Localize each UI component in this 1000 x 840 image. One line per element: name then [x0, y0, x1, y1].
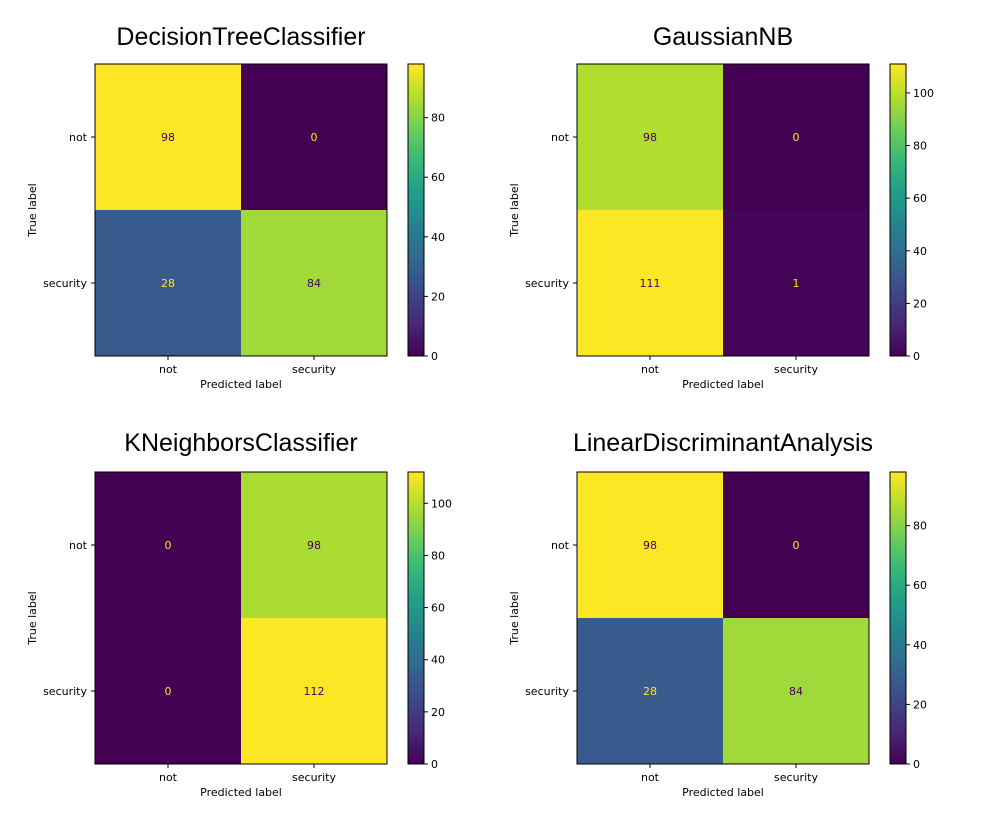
- colorbar-tick-label: 60: [431, 171, 445, 184]
- x-tick-label: not: [159, 363, 178, 376]
- colorbar-tick-label: 0: [431, 758, 438, 771]
- x-tick-label: not: [159, 771, 178, 784]
- y-tick-label: security: [43, 685, 87, 698]
- heatmap-cell: [241, 210, 388, 357]
- cell-value-label: 84: [789, 685, 803, 698]
- colorbar-tick-label: 80: [431, 112, 445, 125]
- cell-value-label: 28: [643, 685, 657, 698]
- confusion-matrix-panel: LinearDiscriminantAnalysis 98 0 28 84 not secu…: [508, 429, 927, 799]
- heatmap-cell: [241, 618, 388, 765]
- axes-frame: [576, 471, 870, 765]
- cell-value-label: 0: [165, 539, 172, 552]
- y-tick-label: security: [525, 685, 569, 698]
- colorbar-tick-label: 80: [913, 140, 927, 153]
- confusion-matrix-panel: KNeighborsClassifier 0 98 0 112 not security no…: [26, 429, 452, 799]
- y-tick-label: not: [551, 131, 570, 144]
- heatmap-cell: [723, 64, 870, 211]
- panel-title: KNeighborsClassifier: [124, 429, 357, 457]
- y-axis-label: True label: [508, 183, 521, 237]
- confusion-matrix-panel: DecisionTreeClassifier 98 0 28 84 not security…: [26, 23, 445, 391]
- heatmap-cell: [577, 64, 724, 211]
- y-tick-label: not: [69, 539, 88, 552]
- colorbar-tick-label: 20: [913, 698, 927, 711]
- heatmap-cell: [577, 210, 724, 357]
- heatmap-cell: [241, 472, 388, 619]
- axes-frame: [576, 63, 870, 357]
- colorbar-tick-label: 80: [913, 520, 927, 533]
- cell-value-label: 84: [307, 277, 321, 290]
- panel-title: GaussianNB: [653, 23, 793, 51]
- heatmap-cell: [95, 618, 242, 765]
- x-tick-label: not: [641, 771, 660, 784]
- colorbar-tick-label: 100: [913, 87, 934, 100]
- x-axis-label: Predicted label: [682, 378, 764, 391]
- x-tick-label: security: [774, 363, 818, 376]
- heatmap-cell: [723, 210, 870, 357]
- x-tick-label: security: [774, 771, 818, 784]
- colorbar-tick-label: 20: [431, 706, 445, 719]
- y-axis-label: True label: [26, 591, 39, 645]
- cell-value-label: 0: [165, 685, 172, 698]
- colorbar-tick-label: 80: [431, 549, 445, 562]
- heatmap-cell: [723, 618, 870, 765]
- heatmap-cell: [577, 472, 724, 619]
- cell-value-label: 28: [161, 277, 175, 290]
- colorbar-tick-label: 60: [913, 192, 927, 205]
- y-tick-label: security: [43, 277, 87, 290]
- heatmap-cell: [95, 64, 242, 211]
- colorbar: [889, 63, 907, 357]
- colorbar-tick-label: 0: [913, 758, 920, 771]
- colorbar-tick-label: 0: [431, 350, 438, 363]
- colorbar-tick-label: 40: [913, 639, 927, 652]
- axes-frame: [94, 63, 388, 357]
- cell-value-label: 98: [307, 539, 321, 552]
- x-tick-label: security: [292, 771, 336, 784]
- colorbar-tick-label: 20: [431, 290, 445, 303]
- heatmap-cell: [577, 618, 724, 765]
- colorbar-tick-label: 40: [431, 231, 445, 244]
- cell-value-label: 1: [793, 277, 800, 290]
- colorbar: [889, 471, 907, 765]
- cell-value-label: 98: [161, 131, 175, 144]
- colorbar-tick-label: 0: [913, 350, 920, 363]
- panel-title: DecisionTreeClassifier: [116, 23, 365, 51]
- y-tick-label: not: [551, 539, 570, 552]
- cell-value-label: 0: [793, 539, 800, 552]
- y-tick-label: security: [525, 277, 569, 290]
- x-axis-label: Predicted label: [200, 786, 282, 799]
- x-tick-label: security: [292, 363, 336, 376]
- colorbar-tick-label: 100: [431, 497, 452, 510]
- x-axis-label: Predicted label: [200, 378, 282, 391]
- panel-title: LinearDiscriminantAnalysis: [573, 429, 873, 457]
- y-axis-label: True label: [26, 183, 39, 237]
- cell-value-label: 111: [640, 277, 661, 290]
- colorbar-tick-label: 60: [913, 579, 927, 592]
- x-tick-label: not: [641, 363, 660, 376]
- heatmap-cell: [241, 64, 388, 211]
- colorbar-tick-label: 20: [913, 297, 927, 310]
- cell-value-label: 0: [311, 131, 318, 144]
- y-tick-label: not: [69, 131, 88, 144]
- heatmap-cell: [723, 472, 870, 619]
- cell-value-label: 98: [643, 539, 657, 552]
- cell-value-label: 0: [793, 131, 800, 144]
- cell-value-label: 112: [304, 685, 325, 698]
- colorbar: [407, 63, 425, 357]
- heatmap-cell: [95, 472, 242, 619]
- heatmap-cell: [95, 210, 242, 357]
- x-axis-label: Predicted label: [682, 786, 764, 799]
- colorbar: [407, 471, 425, 765]
- axes-frame: [94, 471, 388, 765]
- y-axis-label: True label: [508, 591, 521, 645]
- colorbar-tick-label: 60: [431, 602, 445, 615]
- colorbar-tick-label: 40: [913, 245, 927, 258]
- cell-value-label: 98: [643, 131, 657, 144]
- colorbar-tick-label: 40: [431, 654, 445, 667]
